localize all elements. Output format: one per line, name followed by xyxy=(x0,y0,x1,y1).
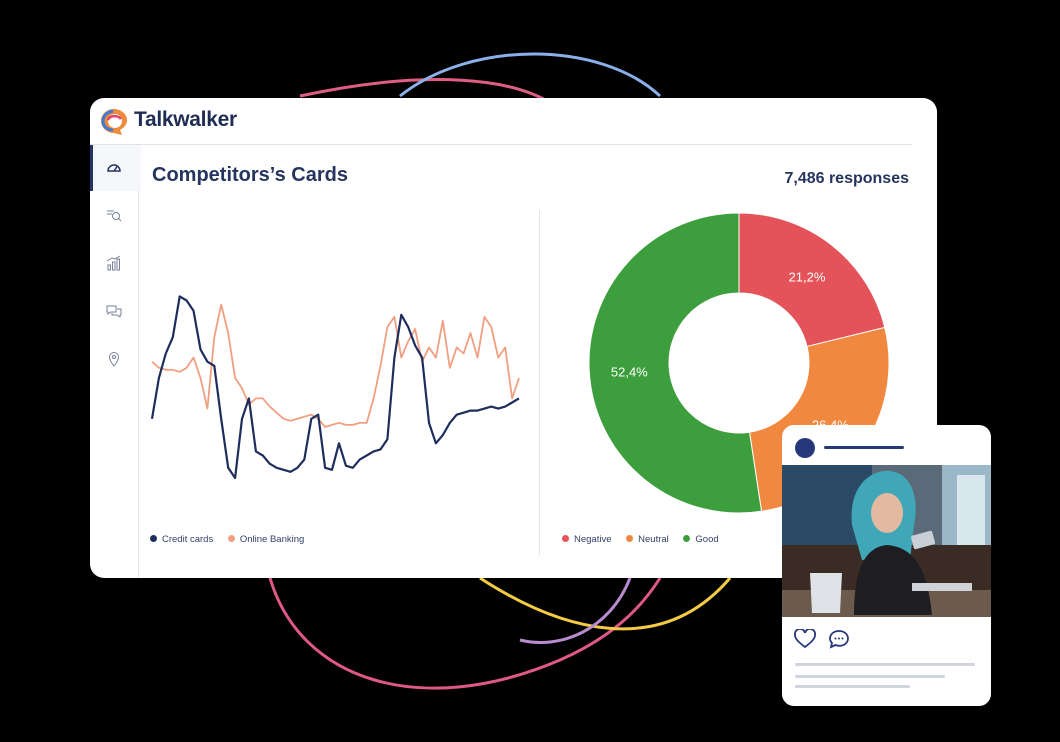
sidebar xyxy=(90,145,141,578)
sidebar-item-listening[interactable] xyxy=(90,193,138,239)
legend-item-credit-cards: Credit cards xyxy=(150,534,213,545)
post-photo[interactable] xyxy=(782,465,991,617)
legend-dot-online-banking xyxy=(227,535,235,542)
sidebar-item-dashboard[interactable] xyxy=(90,145,141,191)
caption-placeholder-line xyxy=(795,663,975,666)
donut-label-good: 52,4% xyxy=(611,364,648,379)
responses-count: 7,486 responses xyxy=(784,170,909,187)
series-line-online-banking xyxy=(151,303,520,428)
legend-item-good: Good xyxy=(683,534,719,545)
chat-bubbles-icon xyxy=(106,305,122,318)
sidebar-item-locations[interactable] xyxy=(90,337,138,383)
map-pin-icon xyxy=(108,352,120,367)
speedometer-icon xyxy=(107,164,121,172)
legend-item-online-banking: Online Banking xyxy=(227,534,305,545)
sidebar-item-conversations[interactable] xyxy=(90,289,138,335)
legend-label-online-banking: Online Banking xyxy=(239,534,305,545)
sidebar-item-analytics[interactable] xyxy=(90,241,138,287)
donut-slice-good[interactable] xyxy=(588,212,763,514)
legend-label-credit-cards: Credit cards xyxy=(162,534,214,545)
bar-chart-icon xyxy=(106,255,121,271)
legend-label-negative: Negative xyxy=(574,534,612,545)
post-author-placeholder xyxy=(824,446,904,449)
legend-dot-negative xyxy=(562,535,569,542)
chart-divider xyxy=(539,210,540,555)
legend-label-neutral: Neutral xyxy=(638,534,669,545)
caption-placeholder-line xyxy=(795,685,910,688)
heart-icon[interactable] xyxy=(794,629,816,649)
caption-placeholder-line xyxy=(795,675,945,678)
app-header: Talkwalker xyxy=(90,98,937,144)
legend-dot-credit-cards xyxy=(150,535,157,542)
legend-dot-neutral xyxy=(626,535,634,542)
social-post-card xyxy=(782,425,991,706)
legend-dot-good xyxy=(683,535,691,542)
avatar[interactable] xyxy=(795,438,815,458)
search-chat-icon xyxy=(107,210,122,222)
talkwalker-logo-icon[interactable] xyxy=(98,106,130,138)
legend-label-good: Good xyxy=(695,534,719,545)
line-chart-legend: Credit cards Online Banking xyxy=(150,534,316,545)
donut-slice-negative[interactable] xyxy=(738,212,886,348)
header-divider xyxy=(90,144,912,145)
legend-item-negative: Negative xyxy=(562,534,612,545)
comment-icon[interactable] xyxy=(828,629,850,649)
legend-item-neutral: Neutral xyxy=(626,534,669,545)
series-line-credit-cards xyxy=(150,295,520,480)
panel-title: Competitors’s Cards xyxy=(152,164,348,186)
brand-name: Talkwalker xyxy=(134,108,237,131)
donut-chart-legend: Negative Neutral Good xyxy=(562,534,731,545)
line-chart xyxy=(150,295,520,480)
donut-label-negative: 21,2% xyxy=(789,270,826,285)
